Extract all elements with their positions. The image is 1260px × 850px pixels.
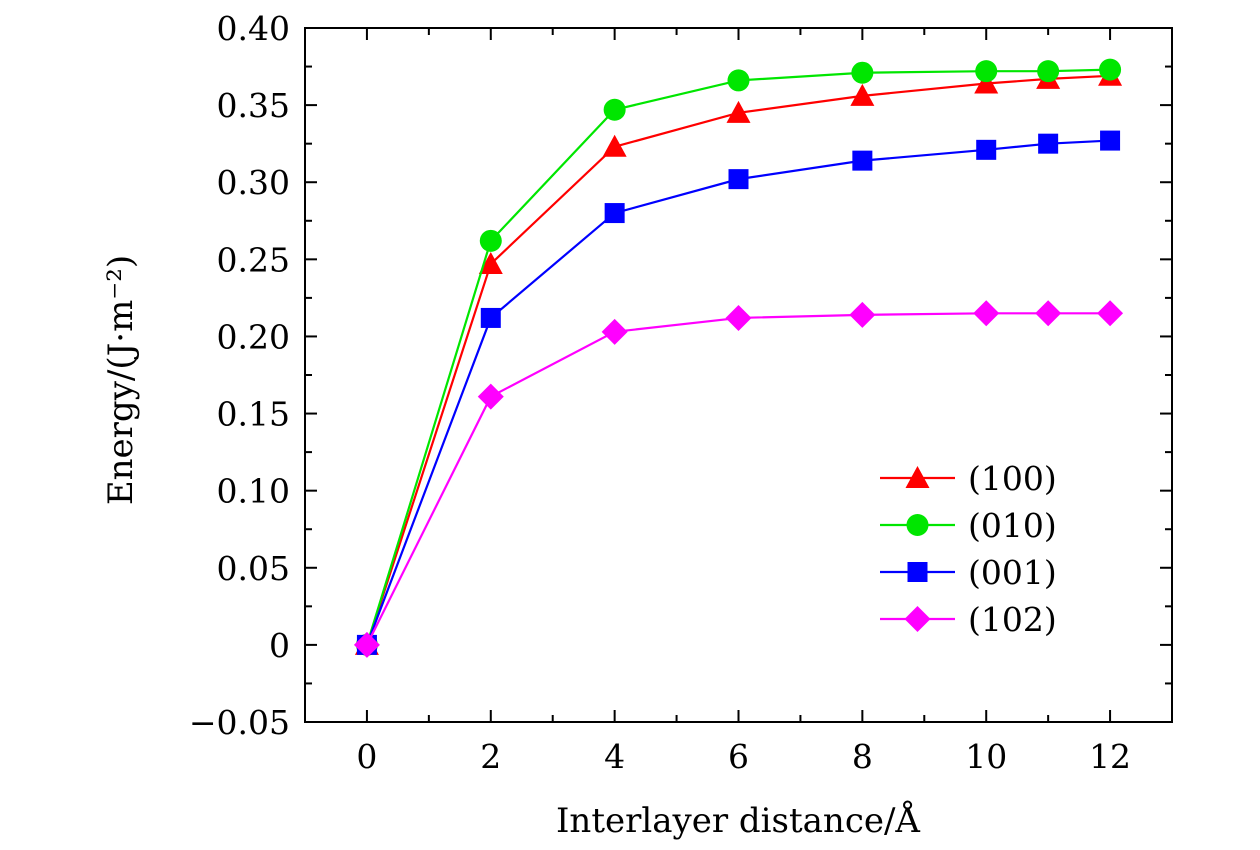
legend-label: (001) xyxy=(968,553,1057,592)
data-point xyxy=(1037,60,1060,83)
y-tick-label: 0.05 xyxy=(217,549,290,588)
legend-marker xyxy=(907,562,928,582)
legend-item: (001) xyxy=(880,553,1057,592)
series-square xyxy=(356,130,1121,655)
legend: (100) (010) (001) (102) xyxy=(880,459,1057,639)
legend-item: (102) xyxy=(880,600,1057,639)
y-tick-label: 0.25 xyxy=(217,240,290,279)
series-line xyxy=(365,139,1111,646)
y-tick-label: 0.10 xyxy=(217,472,290,511)
x-axis-title: Interlayer distance/Å xyxy=(556,800,920,841)
data-point xyxy=(478,251,503,274)
data-point xyxy=(850,83,875,106)
legend-item: (010) xyxy=(880,506,1057,545)
x-tick-label: 10 xyxy=(965,737,1007,776)
x-tick-label: 12 xyxy=(1089,737,1131,776)
data-point xyxy=(975,60,998,83)
y-tick-label: 0.40 xyxy=(217,9,290,48)
legend-label: (100) xyxy=(968,459,1057,498)
data-point xyxy=(973,300,1000,327)
data-point xyxy=(479,229,502,252)
legend-label: (010) xyxy=(968,506,1057,545)
legend-label: (102) xyxy=(968,600,1057,639)
x-tick-label: 6 xyxy=(728,737,749,776)
series-line xyxy=(365,74,1111,646)
x-tick-labels: 0 2 4 6 8 10 12 xyxy=(356,737,1131,776)
data-point xyxy=(725,304,752,331)
legend-item: (100) xyxy=(880,459,1057,498)
data-series xyxy=(353,58,1124,658)
data-point xyxy=(976,139,997,160)
data-point xyxy=(480,307,501,328)
data-point xyxy=(1099,58,1122,81)
data-point xyxy=(603,98,626,121)
data-point xyxy=(727,69,750,92)
data-point xyxy=(1097,300,1124,327)
x-tick-label: 0 xyxy=(356,737,377,776)
data-point xyxy=(728,169,749,190)
y-tick-label: 0.20 xyxy=(217,317,290,356)
legend-marker xyxy=(906,514,929,536)
x-tick-label: 8 xyxy=(852,737,873,776)
legend-marker xyxy=(904,606,931,632)
data-point xyxy=(1035,300,1062,327)
y-tick-labels: −0.05 0 0.05 0.10 0.15 0.20 0.25 0.30 0.35 0.40 xyxy=(189,9,290,742)
x-tick-label: 2 xyxy=(480,737,501,776)
data-point xyxy=(353,631,380,658)
data-point xyxy=(1100,130,1121,151)
data-point xyxy=(477,383,504,410)
data-point xyxy=(604,203,625,224)
data-point xyxy=(601,318,628,345)
data-point xyxy=(1038,133,1059,154)
legend-marker xyxy=(905,466,930,488)
y-axis-title: Energy/(J·m⁻²) xyxy=(101,255,141,505)
data-point xyxy=(849,301,876,328)
y-tick-label: 0.35 xyxy=(217,86,290,125)
y-tick-label: 0 xyxy=(269,626,290,665)
data-point xyxy=(851,61,874,84)
x-tick-label: 4 xyxy=(604,737,625,776)
y-tick-label: 0.30 xyxy=(217,163,290,202)
y-tick-label: −0.05 xyxy=(189,703,290,742)
data-point xyxy=(602,134,627,157)
data-point xyxy=(726,100,751,123)
y-tick-label: 0.15 xyxy=(217,395,290,434)
series-diamond xyxy=(353,300,1124,658)
data-point xyxy=(974,71,999,94)
data-point xyxy=(852,150,873,171)
axis-ticks xyxy=(305,27,1172,723)
